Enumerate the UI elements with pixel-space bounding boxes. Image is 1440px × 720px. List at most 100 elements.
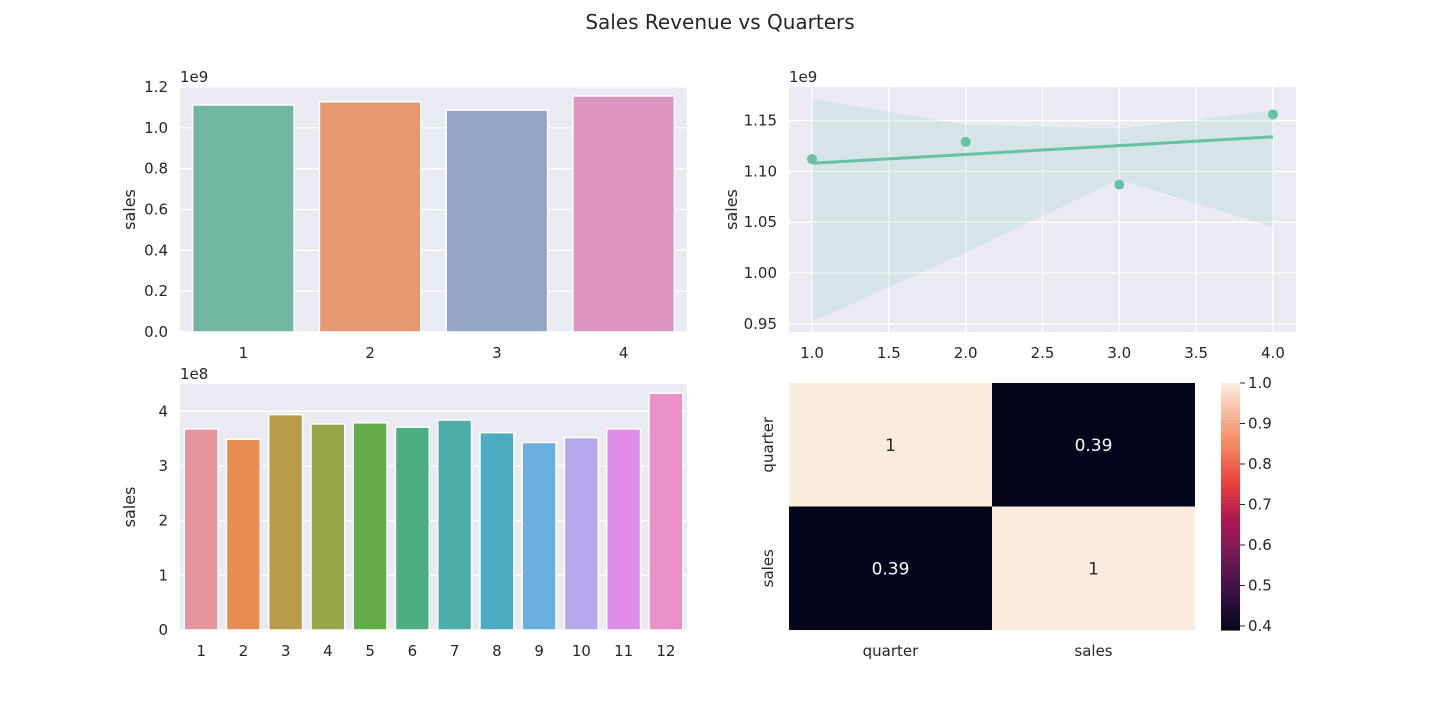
x-tick-label: 11 bbox=[614, 642, 633, 660]
colorbar-segment bbox=[1221, 441, 1240, 446]
data-point bbox=[960, 136, 971, 147]
colorbar-segment bbox=[1221, 484, 1240, 489]
colorbar-segment bbox=[1221, 413, 1240, 418]
bar-11 bbox=[605, 428, 642, 631]
x-tick-label: 8 bbox=[492, 642, 502, 660]
colorbar-segment bbox=[1221, 506, 1240, 511]
colorbar-segment bbox=[1221, 549, 1240, 554]
correlation-heatmap: 1 0.39 0.39 1 quarter sales quarter sales 0.4 0.5… bbox=[759, 374, 1272, 660]
x-tick-label: 10 bbox=[572, 642, 591, 660]
colorbar-segment bbox=[1221, 543, 1240, 548]
colorbar-segment bbox=[1221, 389, 1240, 393]
x-tick-label: 2.0 bbox=[954, 344, 978, 362]
x-tick-label: 12 bbox=[656, 642, 675, 660]
y-tick-label: 0.95 bbox=[744, 315, 777, 333]
heatmap-cell bbox=[789, 383, 992, 507]
colorbar-segment bbox=[1221, 515, 1240, 520]
colorbar-segment bbox=[1221, 537, 1240, 542]
colorbar-segment bbox=[1221, 435, 1240, 440]
colorbar-segment bbox=[1221, 395, 1240, 400]
y-tick-label: 0.2 bbox=[144, 282, 168, 300]
y-tick-label: 2 bbox=[158, 512, 168, 530]
colorbar-segment bbox=[1221, 497, 1240, 501]
y-tick-label: 0.0 bbox=[144, 323, 168, 341]
colorbar-segment bbox=[1221, 596, 1240, 600]
colorbar-segment bbox=[1221, 472, 1240, 477]
x-tick-label: 1 bbox=[196, 642, 206, 660]
y-tick-label: quarter bbox=[759, 416, 777, 472]
y-axis-label: sales bbox=[120, 189, 139, 230]
colorbar-segment bbox=[1221, 528, 1240, 532]
colorbar-segment bbox=[1221, 540, 1240, 545]
bar-5 bbox=[352, 422, 388, 631]
colorbar-segment bbox=[1221, 478, 1240, 483]
colorbar-segment bbox=[1221, 500, 1240, 505]
colorbar-segment bbox=[1221, 450, 1240, 455]
colorbar-segment bbox=[1221, 620, 1240, 625]
offset-label: 1e9 bbox=[180, 68, 208, 86]
quarter-regression-chart: 0.95 1.00 1.05 1.10 1.15 1.0 1.5 2.0 2.5 3.0 3.5 4.… bbox=[722, 68, 1296, 362]
colorbar-segment bbox=[1221, 611, 1240, 616]
colorbar-segment bbox=[1221, 565, 1240, 569]
heatmap-cell bbox=[789, 506, 992, 630]
colorbar-segment bbox=[1221, 589, 1240, 594]
bar-9 bbox=[521, 441, 557, 631]
colorbar-segment bbox=[1221, 494, 1240, 498]
bar-1 bbox=[191, 104, 295, 333]
colorbar-segment bbox=[1221, 410, 1240, 415]
y-tick-label: 0 bbox=[158, 621, 168, 639]
x-tick-label: quarter bbox=[863, 642, 919, 660]
y-axis-label: sales bbox=[120, 487, 139, 528]
heatmap-cell bbox=[992, 506, 1195, 630]
y-tick-label: 1.15 bbox=[744, 112, 777, 130]
x-tick-label: 1 bbox=[239, 344, 249, 362]
bar-8 bbox=[479, 431, 515, 631]
data-point bbox=[1114, 179, 1125, 190]
y-tick-label: 0.8 bbox=[144, 160, 168, 178]
colorbar-segment bbox=[1221, 481, 1240, 486]
colorbar-segment bbox=[1221, 580, 1240, 585]
colorbar-segment bbox=[1221, 398, 1240, 403]
y-tick-label: 1.10 bbox=[744, 162, 777, 180]
colorbar-segment bbox=[1221, 562, 1240, 566]
colorbar-segment bbox=[1221, 617, 1240, 622]
x-tick-label: 6 bbox=[408, 642, 418, 660]
colorbar-segment bbox=[1221, 407, 1240, 412]
colorbar-segment bbox=[1221, 460, 1240, 464]
colorbar-segment bbox=[1221, 531, 1240, 535]
figure-title: Sales Revenue vs Quarters bbox=[585, 10, 854, 34]
x-tick-label: 3 bbox=[492, 344, 502, 362]
colorbar-segment bbox=[1221, 546, 1240, 551]
x-tick-label: 2.5 bbox=[1031, 344, 1055, 362]
colorbar-segment bbox=[1221, 626, 1240, 631]
x-tick-label: 7 bbox=[450, 642, 460, 660]
colorbar-segment bbox=[1221, 623, 1240, 628]
x-tick-label: 4.0 bbox=[1261, 344, 1285, 362]
colorbar-segment bbox=[1221, 457, 1240, 461]
y-tick-label: sales bbox=[759, 549, 777, 587]
y-axis-label: sales bbox=[722, 189, 741, 230]
data-point bbox=[807, 154, 818, 165]
x-tick-label: 3.5 bbox=[1184, 344, 1208, 362]
colorbar-segment bbox=[1221, 503, 1240, 508]
bar-6 bbox=[394, 426, 431, 631]
colorbar-segment bbox=[1221, 454, 1240, 458]
data-point bbox=[1267, 109, 1278, 120]
heatmap-cell bbox=[992, 383, 1195, 507]
quarter-bar-chart: 0.0 0.2 0.4 0.6 0.8 1.0 1.2 1 2 3 4 1e9 sales bbox=[120, 68, 687, 362]
x-tick-label: 3.0 bbox=[1107, 344, 1131, 362]
bar-3 bbox=[267, 413, 304, 631]
colorbar-segment bbox=[1221, 444, 1240, 449]
colorbar-segment bbox=[1221, 426, 1240, 430]
colorbar-segment bbox=[1221, 568, 1240, 572]
colorbar-segment bbox=[1221, 586, 1240, 591]
colorbar-segment bbox=[1221, 555, 1240, 560]
y-tick-label: 1 bbox=[158, 566, 168, 584]
bar-2 bbox=[318, 100, 422, 333]
colorbar-segment bbox=[1221, 475, 1240, 480]
x-tick-label: 3 bbox=[281, 642, 291, 660]
colorbar-segment bbox=[1221, 525, 1240, 529]
y-tick-label: 3 bbox=[158, 457, 168, 475]
confidence-band bbox=[812, 99, 1273, 322]
